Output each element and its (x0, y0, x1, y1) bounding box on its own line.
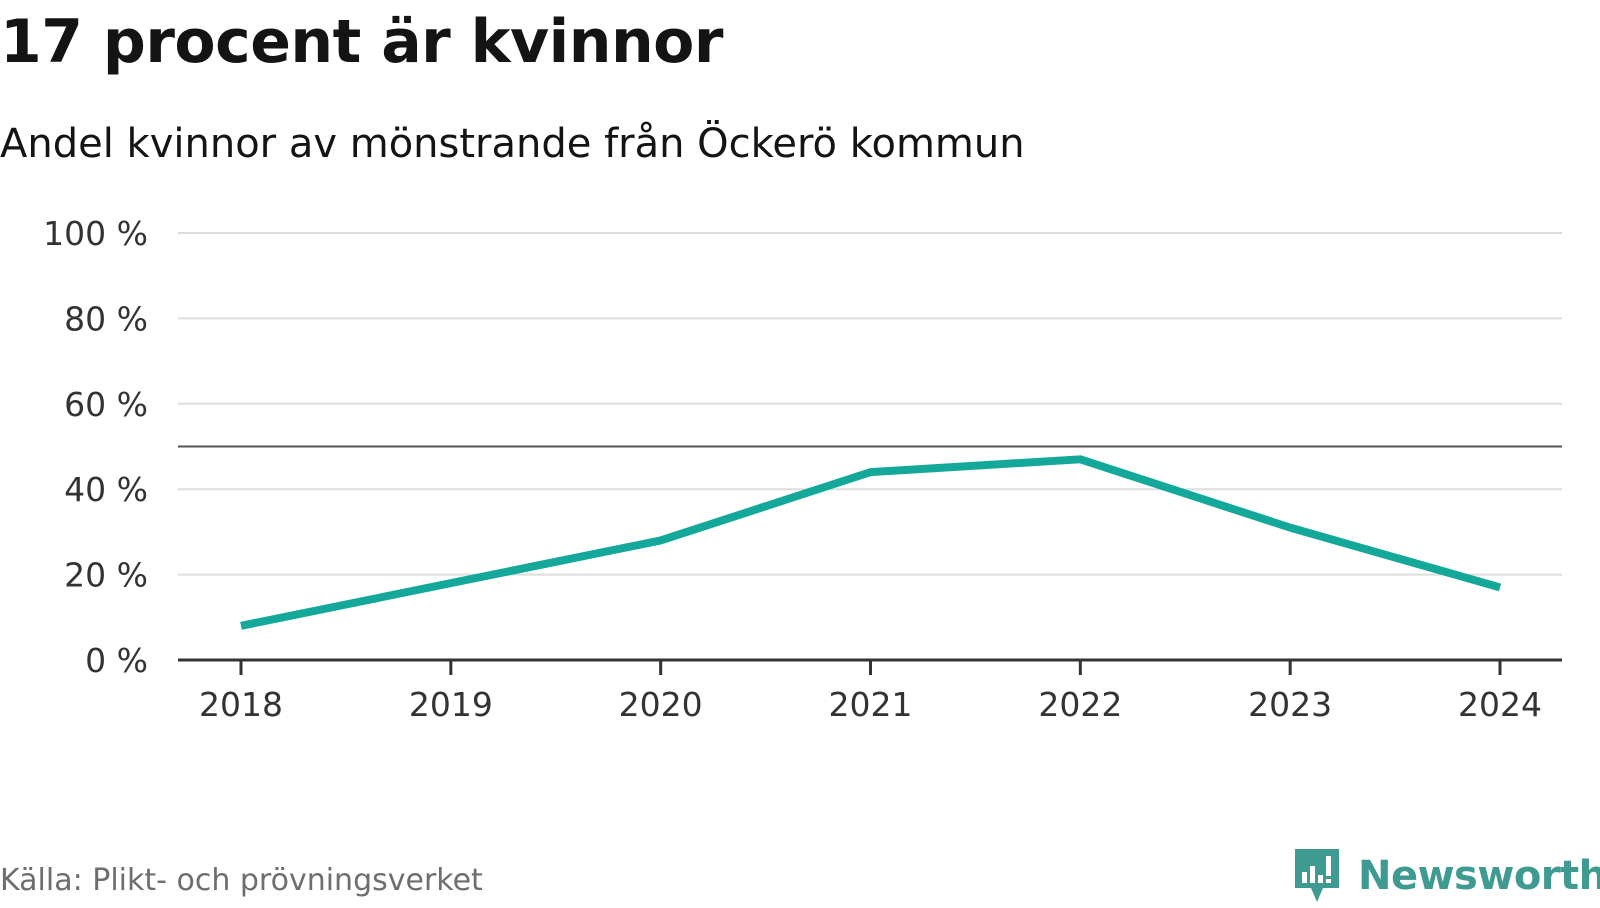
y-tick-label-80: 80 % (64, 299, 148, 338)
data-point-2023[interactable] (1286, 524, 1294, 532)
x-tick-label-2022: 2022 (1038, 685, 1122, 724)
x-tick-label-2023: 2023 (1248, 685, 1332, 724)
y-tick-label-20: 20 % (64, 556, 148, 595)
x-tick-label-2019: 2019 (409, 685, 493, 724)
data-point-2024[interactable] (1496, 583, 1504, 591)
data-point-2022[interactable] (1076, 455, 1084, 463)
y-tick-label-40: 40 % (64, 470, 148, 509)
x-tick-label-2024: 2024 (1458, 685, 1542, 724)
x-tick-label-2018: 2018 (199, 685, 283, 724)
data-point-2021[interactable] (867, 468, 875, 476)
chart-subtitle: Andel kvinnor av mönstrande från Öckerö … (0, 121, 1025, 167)
y-tick-label-0: 0 % (85, 641, 148, 680)
data-point-2018[interactable] (237, 622, 245, 630)
y-tick-label-100: 100 % (43, 214, 148, 253)
newsworthy-logo-icon (1295, 849, 1339, 902)
label-layer: 0 % 20 % 40 % 60 % 80 % 100 % 2018 2019 2020 2021… (43, 214, 1542, 724)
series-line-0 (240, 455, 1502, 630)
grid-layer (178, 232, 1562, 576)
source-note: Källa: Plikt- och prövningsverket (0, 863, 483, 898)
axis-layer (178, 658, 1562, 675)
x-tick-label-2021: 2021 (829, 685, 913, 724)
series-layer (237, 455, 1504, 630)
data-point-2019[interactable] (447, 579, 455, 587)
data-point-2020[interactable] (657, 536, 665, 544)
x-tick-label-2020: 2020 (619, 685, 703, 724)
newsworthy-logo[interactable]: Newsworthy (1292, 844, 1600, 908)
y-tick-label-60: 60 % (64, 385, 148, 424)
chart-title: 17 procent är kvinnor (0, 7, 723, 77)
newsworthy-logo-text: Newsworthy (1358, 853, 1600, 899)
